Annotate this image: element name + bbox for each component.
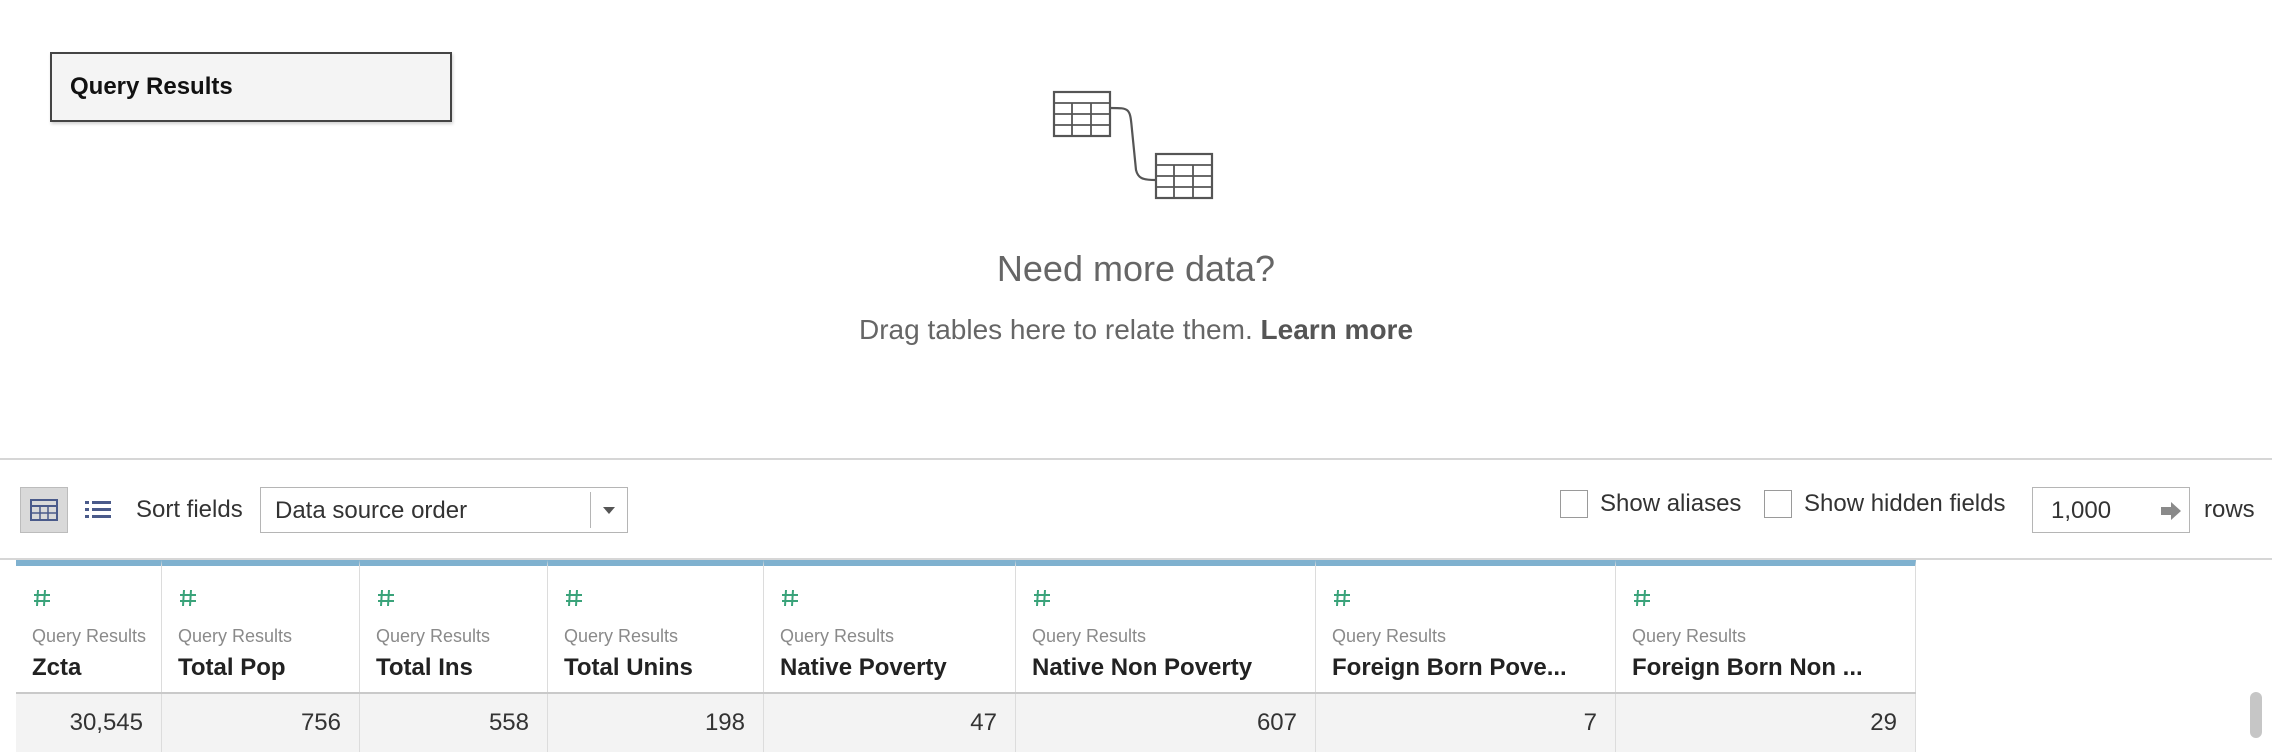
column-name: Native Poverty bbox=[780, 654, 947, 681]
column-source: Query Results bbox=[564, 626, 679, 646]
sort-fields-value: Data source order bbox=[275, 497, 468, 524]
table-row: 30,545 756 558 198 47 607 7 29 bbox=[16, 692, 1916, 754]
table-cell[interactable]: 7 bbox=[1316, 694, 1616, 752]
grid-view-icon bbox=[30, 499, 58, 521]
column-name: Foreign Born Pove... bbox=[1332, 654, 1567, 681]
show-hidden-fields-checkbox[interactable] bbox=[1764, 490, 1792, 518]
sort-fields-label: Sort fields bbox=[136, 496, 243, 523]
show-aliases-toggle[interactable]: Show aliases bbox=[1560, 490, 1741, 518]
column-name: Native Non Poverty bbox=[1032, 654, 1253, 681]
show-hidden-fields-toggle[interactable]: Show hidden fields bbox=[1764, 490, 2005, 518]
column-source: Query Results bbox=[32, 626, 147, 646]
data-grid-toolbar: Sort fields Data source order Show alias… bbox=[0, 458, 2272, 560]
grid-view-button[interactable] bbox=[20, 487, 68, 533]
relate-tables-icon bbox=[1052, 90, 1214, 200]
table-cell[interactable]: 47 bbox=[764, 694, 1016, 752]
column-name: Foreign Born Non ... bbox=[1632, 654, 1863, 681]
column-header[interactable]: Query Results Foreign Born Non ... bbox=[1616, 560, 1916, 692]
chevron-down-icon bbox=[603, 507, 615, 514]
show-aliases-label: Show aliases bbox=[1600, 490, 1742, 517]
show-aliases-checkbox[interactable] bbox=[1560, 490, 1588, 518]
sort-fields-dropdown[interactable]: Data source order bbox=[260, 487, 628, 533]
row-count-value: 1,000 bbox=[2051, 497, 2112, 524]
number-icon bbox=[1034, 589, 1050, 607]
drag-hint-text: Drag tables here to relate them. bbox=[858, 314, 1253, 345]
number-icon bbox=[1334, 589, 1350, 607]
list-view-icon bbox=[85, 501, 111, 518]
column-source: Query Results bbox=[376, 626, 491, 646]
learn-more-link[interactable]: Learn more bbox=[1260, 314, 1414, 345]
column-header[interactable]: Query Results Zcta bbox=[16, 560, 162, 692]
show-hidden-fields-label: Show hidden fields bbox=[1804, 490, 2006, 517]
column-name: Total Unins bbox=[564, 654, 693, 681]
column-headers: Query Results Zcta Query Results Total P… bbox=[16, 560, 1916, 692]
table-cell[interactable]: 756 bbox=[162, 694, 360, 752]
column-name: Total Ins bbox=[376, 654, 473, 681]
list-view-button[interactable] bbox=[74, 487, 122, 533]
table-cell[interactable]: 198 bbox=[548, 694, 764, 752]
column-source: Query Results bbox=[1332, 626, 1447, 646]
number-icon bbox=[34, 589, 50, 607]
column-name: Total Pop bbox=[178, 654, 286, 681]
relationship-canvas: Query Results Need more data? Drag table… bbox=[0, 52, 2272, 346]
table-cell[interactable]: 29 bbox=[1616, 694, 1916, 752]
column-name: Zcta bbox=[32, 654, 82, 681]
number-icon bbox=[1634, 589, 1650, 607]
logical-table-query-results[interactable]: Query Results bbox=[50, 52, 452, 122]
column-header[interactable]: Query Results Native Non Poverty bbox=[1016, 560, 1316, 692]
table-cell[interactable]: 607 bbox=[1016, 694, 1316, 752]
number-icon bbox=[566, 589, 582, 607]
row-count-input[interactable]: 1,000 bbox=[2032, 487, 2190, 533]
number-icon bbox=[782, 589, 798, 607]
column-header[interactable]: Query Results Native Poverty bbox=[764, 560, 1016, 692]
column-source: Query Results bbox=[1032, 626, 1147, 646]
table-name: Query Results bbox=[70, 73, 233, 100]
dropdown-divider bbox=[590, 492, 591, 528]
column-header[interactable]: Query Results Total Pop bbox=[162, 560, 360, 692]
need-more-data-title: Need more data? bbox=[996, 248, 1276, 289]
need-more-data-subtitle: Drag tables here to relate them. Learn m… bbox=[0, 314, 2272, 346]
column-header[interactable]: Query Results Total Unins bbox=[548, 560, 764, 692]
rows-label: rows bbox=[2204, 496, 2255, 523]
column-header[interactable]: Query Results Foreign Born Pove... bbox=[1316, 560, 1616, 692]
column-source: Query Results bbox=[780, 626, 895, 646]
table-cell[interactable]: 558 bbox=[360, 694, 548, 752]
arrow-right-icon[interactable] bbox=[2159, 500, 2183, 522]
column-header[interactable]: Query Results Total Ins bbox=[360, 560, 548, 692]
data-grid: Query Results Zcta Query Results Total P… bbox=[0, 560, 2272, 752]
column-source: Query Results bbox=[1632, 626, 1747, 646]
table-cell[interactable]: 30,545 bbox=[16, 694, 162, 752]
number-icon bbox=[378, 589, 394, 607]
vertical-scrollbar[interactable] bbox=[2250, 692, 2262, 738]
column-source: Query Results bbox=[178, 626, 293, 646]
number-icon bbox=[180, 589, 196, 607]
